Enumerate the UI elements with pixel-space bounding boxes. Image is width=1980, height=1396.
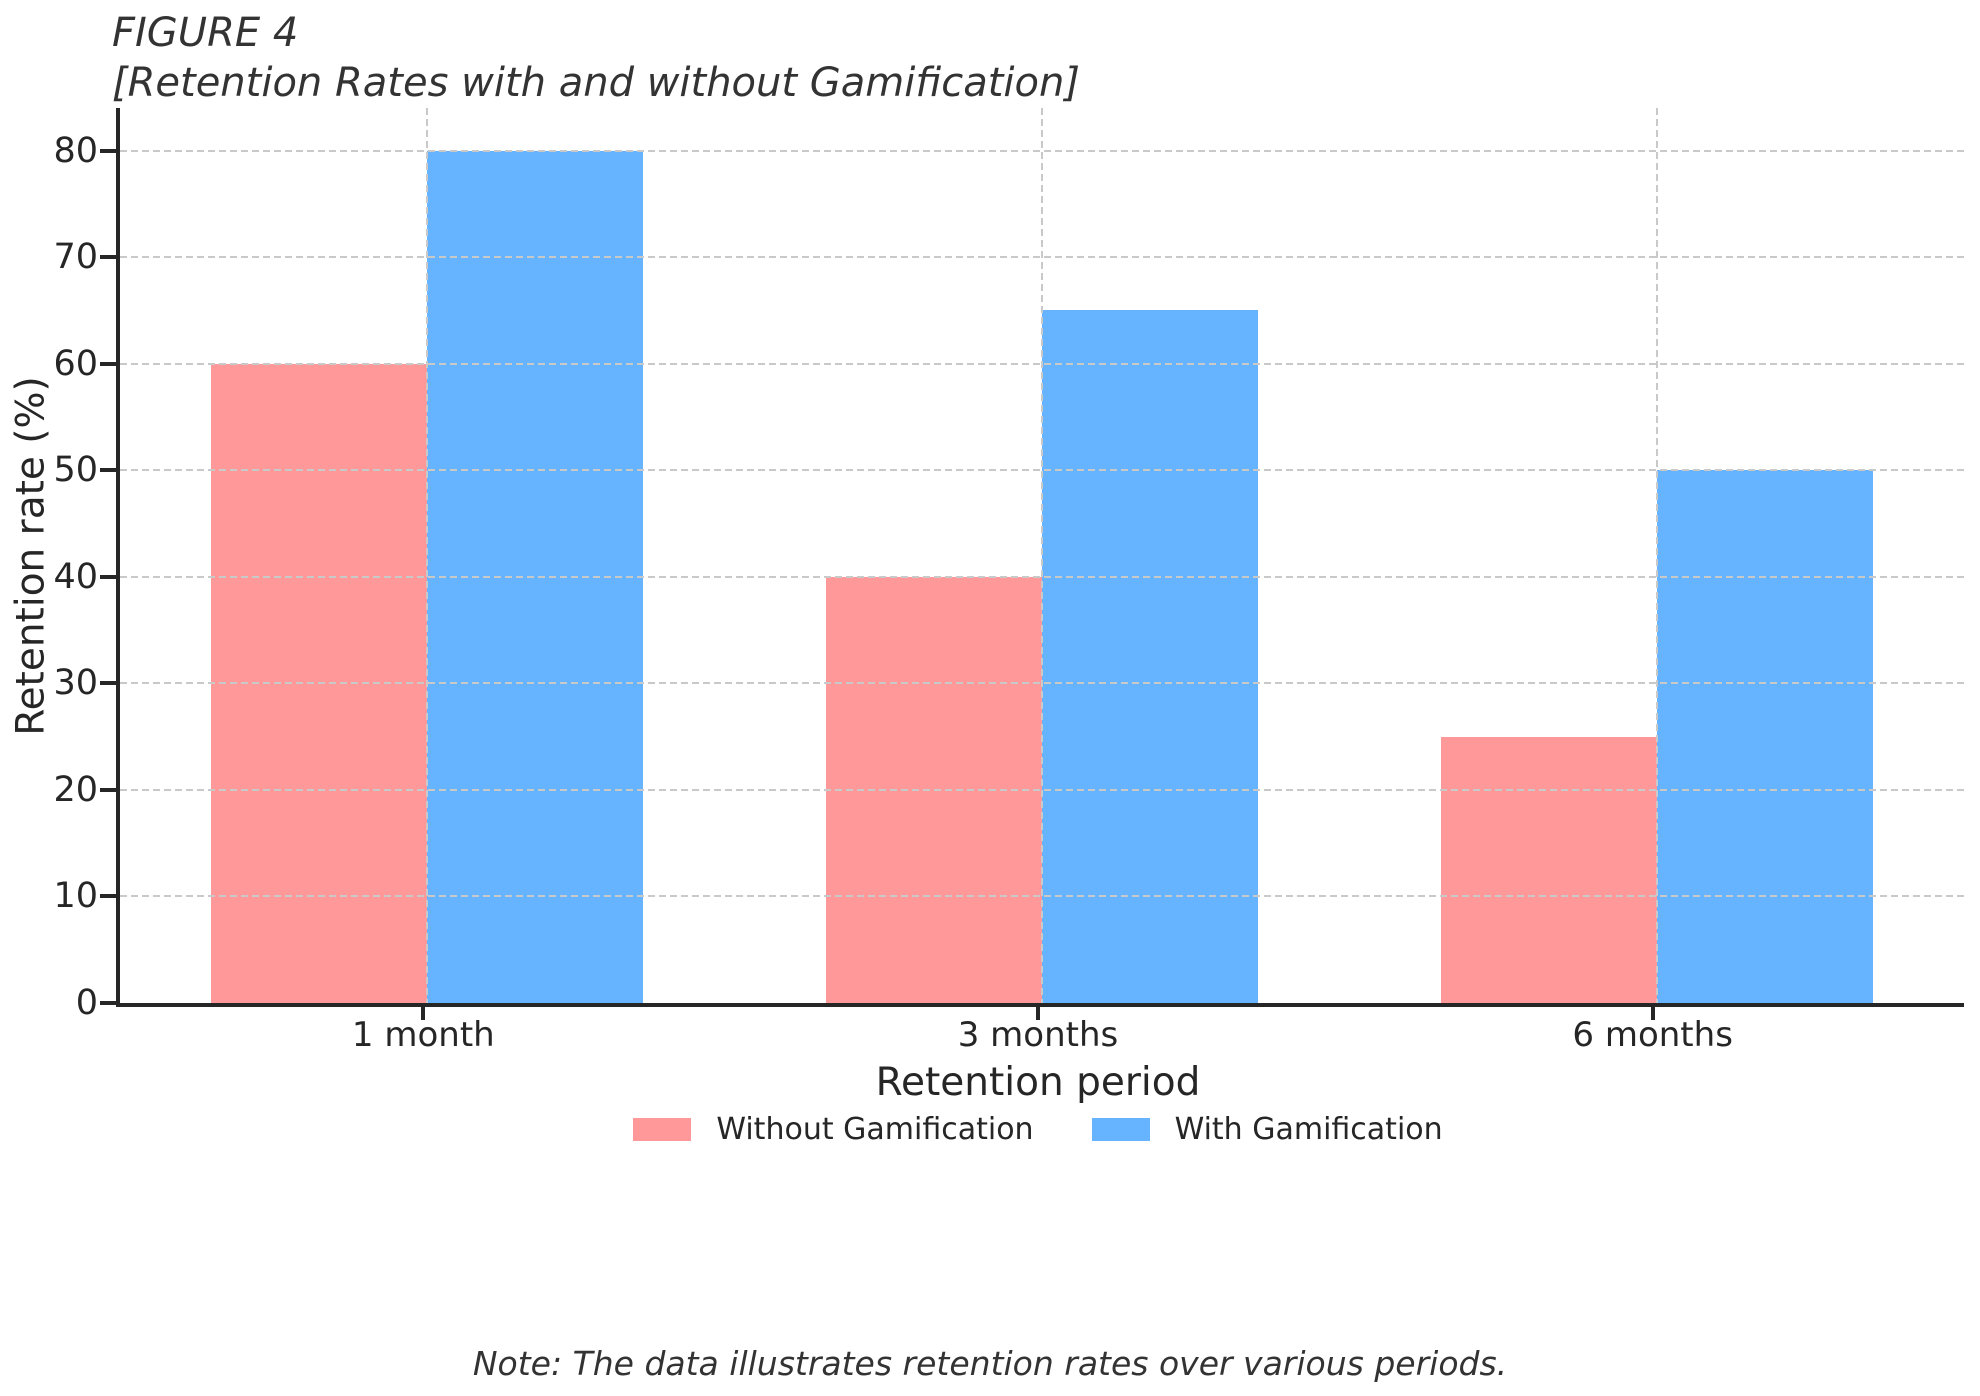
legend-label: With Gamification	[1174, 1112, 1443, 1147]
y-tick-label: 30	[53, 663, 98, 704]
bar-with-gamification	[1042, 310, 1258, 1003]
x-tick-mark	[1650, 1007, 1655, 1020]
y-tick-label: 0	[75, 983, 98, 1023]
figure-note: Note: The data illustrates retention rat…	[472, 1344, 1508, 1383]
figure-label: FIGURE 4	[112, 10, 299, 56]
legend-swatch	[1091, 1118, 1150, 1141]
y-tick-mark	[100, 574, 116, 579]
y-tick-label: 40	[53, 556, 98, 597]
v-gridline	[1041, 108, 1043, 1003]
figure-title: FIGURE 4 [Retention Rates with and witho…	[112, 8, 1080, 108]
y-tick-label: 10	[53, 876, 98, 917]
legend-item: Without Gamification	[633, 1112, 1034, 1147]
x-tick-label: 1 month	[351, 1015, 495, 1055]
y-tick-mark	[100, 894, 116, 899]
y-tick-mark	[100, 787, 116, 792]
y-tick-label: 60	[53, 343, 98, 384]
plot-area	[116, 108, 1964, 1007]
v-gridline	[426, 108, 429, 1003]
y-tick-mark	[100, 468, 116, 473]
y-tick-mark	[100, 148, 116, 153]
y-tick-mark	[100, 255, 116, 260]
v-gridline	[1655, 108, 1658, 1003]
x-tick-label: 6 months	[1572, 1015, 1733, 1055]
y-tick-label: 70	[53, 237, 98, 278]
y-tick-mark	[100, 1001, 116, 1005]
x-tick-label: 3 months	[957, 1015, 1119, 1055]
bar-without-gamification	[1440, 736, 1657, 1003]
y-tick-label: 20	[53, 769, 98, 810]
legend: Without Gamification With Gamification	[116, 1112, 1960, 1147]
y-tick-mark	[100, 361, 116, 366]
legend-label: Without Gamification	[716, 1112, 1034, 1147]
y-tick-label: 80	[53, 130, 98, 171]
y-tick-label: 50	[53, 450, 98, 491]
figure-caption: [Retention Rates with and without Gamifi…	[112, 60, 1080, 106]
y-tick-mark	[100, 681, 116, 686]
x-axis-label: Retention period	[875, 1060, 1201, 1105]
legend-swatch	[633, 1118, 692, 1141]
bar-with-gamification	[1656, 470, 1873, 1003]
legend-item: With Gamification	[1091, 1112, 1443, 1147]
x-tick-mark	[1036, 1007, 1040, 1020]
x-tick-mark	[421, 1007, 426, 1020]
